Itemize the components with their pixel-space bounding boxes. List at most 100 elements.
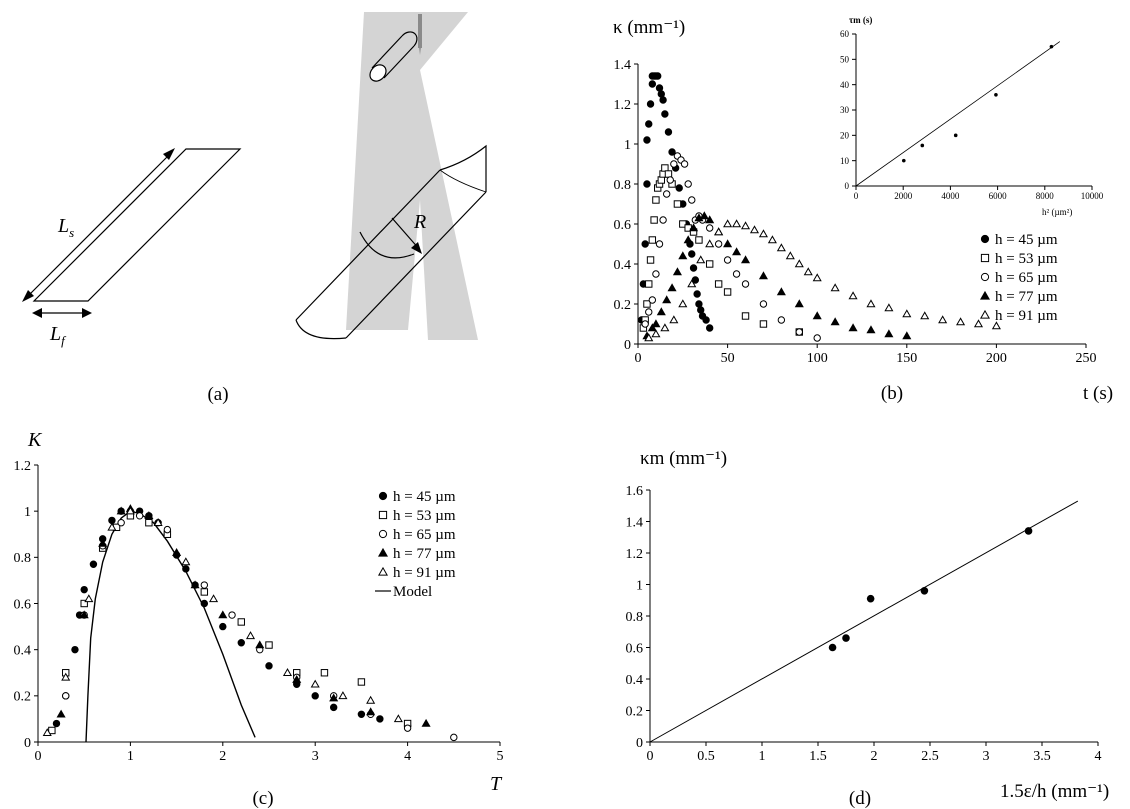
- data-point: [648, 80, 657, 88]
- data-point: [255, 640, 265, 649]
- data-point: [657, 90, 665, 98]
- light-cone: [346, 12, 478, 340]
- data-point: [52, 719, 61, 728]
- data-point: [705, 260, 714, 268]
- legend-label: h = 65 µm: [995, 270, 1058, 286]
- data-point: [643, 300, 651, 308]
- data-point: [200, 599, 209, 608]
- x-tick-label: 2000: [894, 191, 913, 201]
- data-point: [282, 668, 293, 677]
- data-point: [80, 585, 88, 594]
- data-point: [181, 557, 191, 566]
- y-tick-label: 0.6: [14, 597, 32, 612]
- data-point: [680, 160, 689, 168]
- x-tick-label: 4000: [941, 191, 960, 201]
- y-tick-label: 0.8: [614, 178, 632, 193]
- x-tick-label: 1.5: [809, 749, 827, 764]
- data-point: [228, 611, 236, 619]
- data-point: [705, 215, 715, 224]
- data-point: [357, 710, 366, 718]
- data-point: [848, 323, 858, 332]
- legend-marker: [980, 234, 990, 244]
- plot-c: 0 1 2 3 4 500.20.40.60.811.2 K T h = 45 µmh =…: [14, 429, 504, 809]
- ls-arrow-head-top: [163, 148, 175, 160]
- data-point: [689, 264, 698, 272]
- data-point: [48, 726, 56, 735]
- data-point: [79, 610, 89, 619]
- data-point: [702, 316, 710, 324]
- data-point: [991, 321, 1001, 330]
- y-tick-label: 0.2: [614, 298, 632, 313]
- data-point: [655, 84, 664, 92]
- data-point: [666, 176, 674, 184]
- data-point: [795, 328, 803, 336]
- data-point: [699, 211, 709, 220]
- data-point: [920, 587, 929, 595]
- data-point: [732, 270, 741, 278]
- y-tick-label: 0.8: [14, 551, 32, 566]
- data-point: [1024, 527, 1033, 535]
- data-point: [117, 519, 125, 527]
- plot-d: 0 0.5 1 1.5 2 2.5 3 3.5 4 0 0.2 0.4 0.6 0.8 1 1.2 1.4 1.6…: [626, 448, 1110, 809]
- x-tick-label: 5: [497, 749, 504, 764]
- plot-d-points: [649, 500, 1079, 743]
- data-point: [740, 255, 751, 264]
- data-point: [695, 300, 703, 308]
- x-tick-label: 150: [896, 351, 917, 366]
- data-point: [938, 315, 948, 324]
- data-point: [705, 324, 714, 332]
- data-point: [645, 120, 653, 128]
- x-tick-label: 0.5: [697, 749, 715, 764]
- data-point: [659, 216, 667, 224]
- legend-marker: [979, 290, 991, 300]
- data-point: [749, 225, 760, 234]
- x-tick-label: 4: [1095, 749, 1102, 764]
- plot-b-xlabel: t (s): [1083, 383, 1113, 404]
- data-point: [376, 715, 384, 723]
- y-tick-label: 60: [840, 29, 850, 39]
- ls-arrow: [25, 151, 173, 299]
- x-tick-label: 4: [404, 749, 411, 764]
- data-point: [661, 164, 669, 172]
- data-point: [697, 306, 705, 314]
- plot-c-points: [42, 504, 458, 743]
- legend-label: h = 77 µm: [995, 289, 1058, 305]
- data-point: [209, 594, 219, 603]
- x-tick-label: 100: [807, 351, 828, 366]
- y-tick-label: 1.6: [626, 484, 644, 499]
- data-point: [688, 196, 696, 204]
- data-point: [648, 296, 657, 304]
- data-point: [654, 72, 662, 80]
- x-tick-label: 10000: [1081, 191, 1104, 201]
- y-tick-label: 0.4: [14, 644, 32, 659]
- data-point: [647, 323, 657, 332]
- data-point: [135, 512, 144, 520]
- caption-c: (c): [252, 788, 273, 809]
- data-point: [645, 280, 653, 288]
- data-point: [393, 714, 403, 723]
- data-point: [668, 148, 676, 156]
- data-point: [646, 100, 655, 108]
- data-point: [794, 299, 804, 308]
- data-point: [828, 643, 837, 652]
- small-cylinder: [369, 31, 418, 82]
- data-point: [759, 320, 768, 328]
- caption-b: (b): [881, 383, 903, 404]
- data-point: [723, 288, 732, 296]
- data-point: [714, 240, 723, 248]
- data-point: [651, 319, 661, 328]
- y-tick-label: 1.4: [626, 515, 644, 530]
- data-point: [657, 176, 665, 184]
- data-point: [723, 239, 733, 248]
- data-point: [153, 518, 163, 526]
- legend-marker: [378, 510, 388, 520]
- x-tick-label: 1: [759, 749, 766, 764]
- data-point: [145, 519, 153, 527]
- y-tick-label: 0: [636, 736, 643, 751]
- legend-label: h = 91 µm: [393, 565, 456, 581]
- data-point: [723, 219, 733, 228]
- legend-marker: [979, 309, 991, 319]
- data-point: [650, 216, 658, 224]
- data-point: [689, 223, 699, 232]
- y-tick-label: 0.4: [614, 258, 632, 273]
